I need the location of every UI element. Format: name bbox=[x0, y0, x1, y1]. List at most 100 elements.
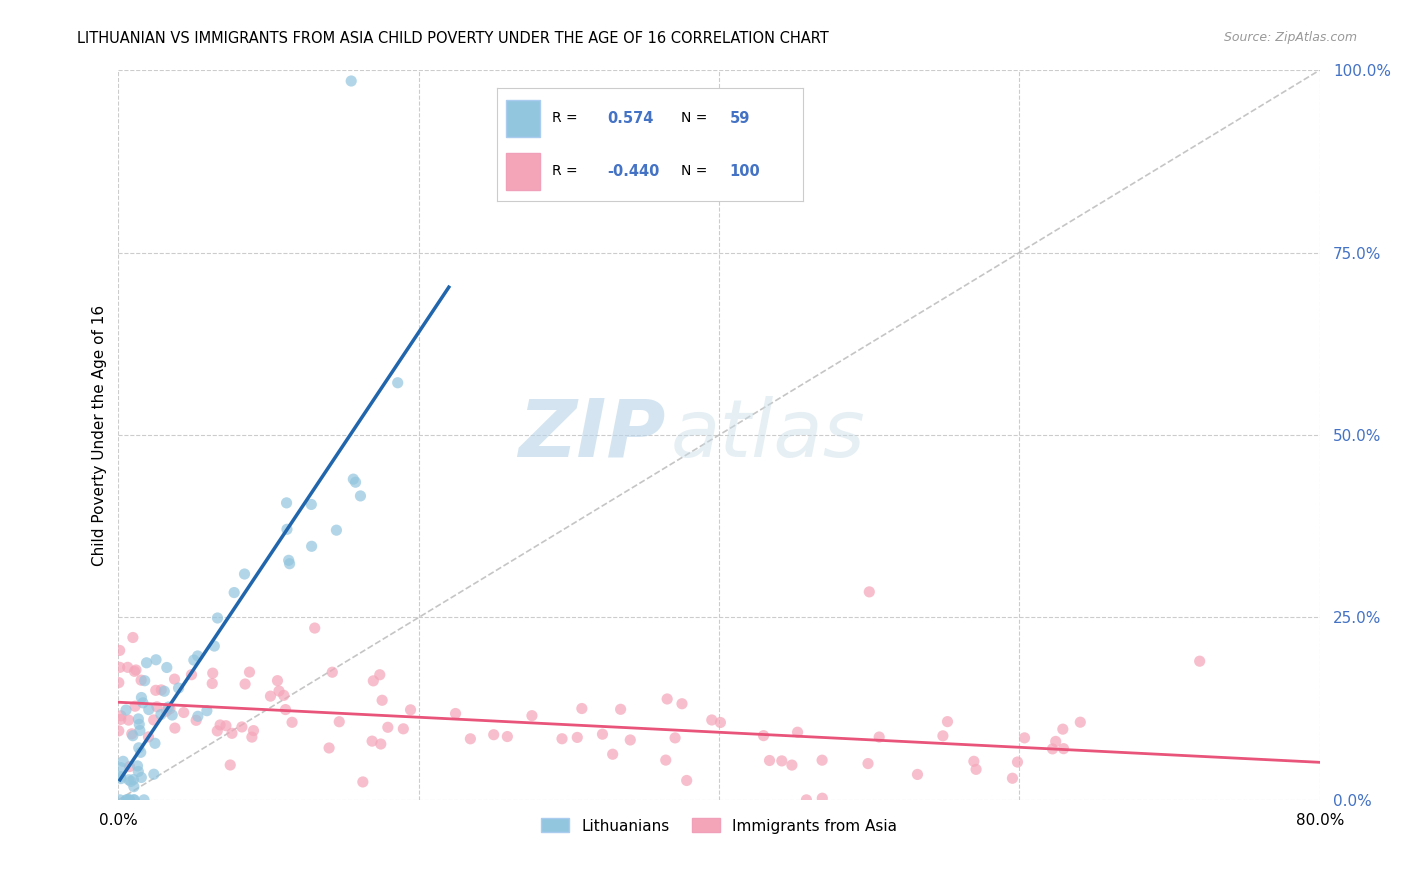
Point bbox=[700, 713, 723, 727]
Point bbox=[811, 791, 834, 805]
Point bbox=[932, 729, 955, 743]
Point bbox=[299, 498, 322, 512]
Point bbox=[118, 772, 141, 787]
Point bbox=[233, 567, 256, 582]
Point bbox=[370, 737, 392, 751]
Point bbox=[858, 585, 880, 599]
Point bbox=[231, 720, 253, 734]
Point bbox=[157, 700, 180, 714]
Point bbox=[145, 653, 167, 667]
Point bbox=[811, 753, 834, 767]
Point bbox=[207, 611, 229, 625]
Point bbox=[752, 729, 775, 743]
Point bbox=[592, 727, 614, 741]
Point bbox=[328, 714, 350, 729]
Point bbox=[115, 793, 138, 807]
Point bbox=[124, 793, 146, 807]
Point bbox=[128, 740, 150, 755]
Point bbox=[156, 660, 179, 674]
Point bbox=[183, 653, 205, 667]
Point bbox=[1188, 654, 1211, 668]
Point bbox=[128, 723, 150, 738]
Point bbox=[146, 699, 169, 714]
Point bbox=[963, 754, 986, 768]
Point bbox=[142, 713, 165, 727]
Point bbox=[657, 692, 679, 706]
Point bbox=[352, 775, 374, 789]
Point bbox=[132, 793, 155, 807]
Point bbox=[371, 693, 394, 707]
Point bbox=[361, 734, 384, 748]
Point bbox=[965, 763, 987, 777]
Text: atlas: atlas bbox=[671, 396, 866, 474]
Point bbox=[709, 715, 731, 730]
Point bbox=[118, 793, 141, 807]
Point bbox=[167, 681, 190, 695]
Point bbox=[496, 730, 519, 744]
Point bbox=[163, 672, 186, 686]
Point bbox=[664, 731, 686, 745]
Point bbox=[936, 714, 959, 729]
Point bbox=[277, 553, 299, 567]
Point bbox=[121, 727, 143, 741]
Point bbox=[195, 704, 218, 718]
Point bbox=[671, 697, 693, 711]
Point bbox=[655, 753, 678, 767]
Point bbox=[110, 761, 132, 775]
Point bbox=[278, 557, 301, 571]
Point bbox=[1042, 742, 1064, 756]
Point bbox=[125, 663, 148, 677]
Point bbox=[273, 689, 295, 703]
Point bbox=[387, 376, 409, 390]
Point bbox=[304, 621, 326, 635]
Point bbox=[127, 712, 149, 726]
Point bbox=[108, 793, 131, 807]
Point bbox=[163, 721, 186, 735]
Point bbox=[796, 793, 818, 807]
Point bbox=[122, 780, 145, 794]
Point bbox=[266, 673, 288, 688]
Point bbox=[132, 696, 155, 710]
Point bbox=[150, 682, 173, 697]
Point bbox=[201, 666, 224, 681]
Point bbox=[118, 793, 141, 807]
Point bbox=[444, 706, 467, 721]
Y-axis label: Child Poverty Under the Age of 16: Child Poverty Under the Age of 16 bbox=[93, 304, 107, 566]
Point bbox=[122, 793, 145, 807]
Point bbox=[110, 713, 132, 727]
Point bbox=[107, 723, 129, 738]
Point bbox=[377, 720, 399, 734]
Point bbox=[143, 736, 166, 750]
Point bbox=[259, 689, 281, 703]
Point bbox=[238, 665, 260, 679]
Text: ZIP: ZIP bbox=[517, 396, 665, 474]
Point bbox=[131, 690, 153, 705]
Point bbox=[124, 699, 146, 714]
Point bbox=[115, 703, 138, 717]
Point bbox=[240, 730, 263, 744]
Point bbox=[209, 718, 232, 732]
Point bbox=[180, 667, 202, 681]
Point bbox=[276, 522, 298, 536]
Point bbox=[108, 643, 131, 657]
Point bbox=[134, 673, 156, 688]
Point bbox=[344, 475, 367, 490]
Point bbox=[115, 793, 138, 807]
Legend: Lithuanians, Immigrants from Asia: Lithuanians, Immigrants from Asia bbox=[536, 813, 903, 839]
Point bbox=[242, 723, 264, 738]
Point bbox=[124, 665, 146, 679]
Point bbox=[155, 704, 177, 718]
Point bbox=[149, 707, 172, 722]
Point bbox=[460, 731, 482, 746]
Point bbox=[363, 673, 385, 688]
Point bbox=[233, 677, 256, 691]
Point bbox=[770, 754, 793, 768]
Point bbox=[786, 725, 808, 739]
Point bbox=[368, 667, 391, 681]
Point bbox=[1001, 771, 1024, 785]
Point bbox=[619, 733, 641, 747]
Point bbox=[219, 758, 242, 772]
Point bbox=[120, 774, 142, 789]
Point bbox=[117, 713, 139, 727]
Point bbox=[117, 660, 139, 674]
